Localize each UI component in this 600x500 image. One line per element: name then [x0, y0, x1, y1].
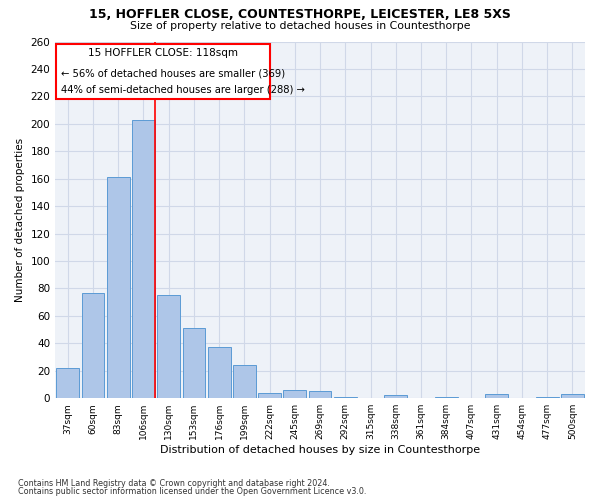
Bar: [132, 120, 155, 398]
Bar: [82, 292, 104, 398]
Bar: [56, 368, 79, 398]
Text: ← 56% of detached houses are smaller (369): ← 56% of detached houses are smaller (36…: [61, 68, 286, 78]
Bar: [157, 296, 180, 398]
Bar: [309, 392, 331, 398]
Bar: [233, 366, 256, 398]
Bar: [182, 328, 205, 398]
Text: 15, HOFFLER CLOSE, COUNTESTHORPE, LEICESTER, LE8 5XS: 15, HOFFLER CLOSE, COUNTESTHORPE, LEICES…: [89, 8, 511, 20]
Bar: [208, 348, 230, 398]
Bar: [258, 392, 281, 398]
Text: Contains public sector information licensed under the Open Government Licence v3: Contains public sector information licen…: [18, 487, 367, 496]
Bar: [107, 178, 130, 398]
Bar: [385, 396, 407, 398]
Bar: [561, 394, 584, 398]
X-axis label: Distribution of detached houses by size in Countesthorpe: Distribution of detached houses by size …: [160, 445, 480, 455]
Bar: [485, 394, 508, 398]
Bar: [435, 397, 458, 398]
Text: Contains HM Land Registry data © Crown copyright and database right 2024.: Contains HM Land Registry data © Crown c…: [18, 478, 330, 488]
Bar: [283, 390, 306, 398]
Text: 44% of semi-detached houses are larger (288) →: 44% of semi-detached houses are larger (…: [61, 85, 305, 95]
Text: 15 HOFFLER CLOSE: 118sqm: 15 HOFFLER CLOSE: 118sqm: [88, 48, 238, 58]
Bar: [536, 397, 559, 398]
Bar: [334, 397, 356, 398]
FancyBboxPatch shape: [56, 44, 269, 99]
Y-axis label: Number of detached properties: Number of detached properties: [15, 138, 25, 302]
Text: Size of property relative to detached houses in Countesthorpe: Size of property relative to detached ho…: [130, 21, 470, 31]
